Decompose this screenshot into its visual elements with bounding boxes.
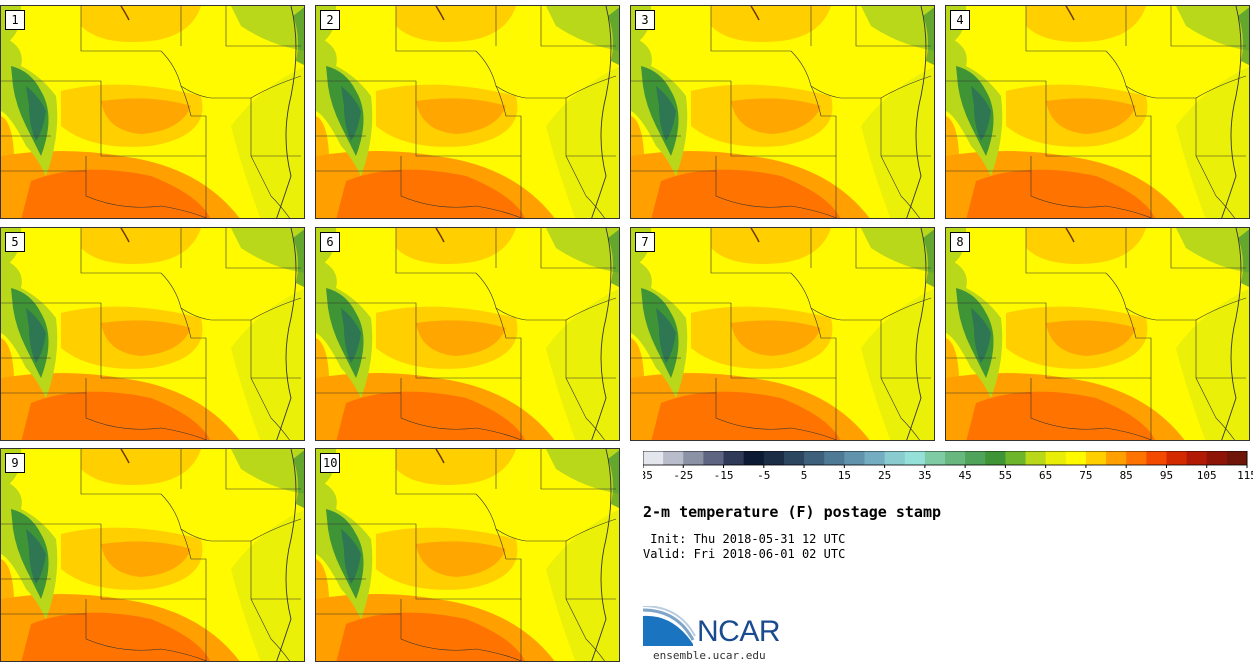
product-title: 2-m temperature (F) postage stamp — [643, 503, 942, 521]
colorbar-swatch — [1146, 451, 1167, 465]
temperature-map — [1, 6, 304, 218]
member-panel-9: 9 — [0, 448, 305, 662]
colorbar-tick-label: -35 — [643, 469, 653, 482]
colorbar-tick-label: 45 — [959, 469, 972, 482]
ensemble-url: ensemble.ucar.edu — [653, 649, 766, 662]
temperature-map — [1, 228, 304, 440]
colorbar-tick-label: 5 — [801, 469, 808, 482]
colorbar-swatch — [804, 451, 825, 465]
colorbar-swatch — [763, 451, 785, 465]
member-panel-4: 4 — [945, 5, 1250, 219]
member-panel-10: 10 — [315, 448, 620, 662]
member-label: 9 — [5, 453, 25, 473]
ncar-wordmark: NCAR — [697, 615, 781, 648]
temperature-map — [1, 449, 304, 661]
member-panel-7: 7 — [630, 227, 935, 441]
member-label: 7 — [635, 232, 655, 252]
member-label: 3 — [635, 10, 655, 30]
colorbar-swatch — [743, 451, 765, 465]
colorbar-tick-label: 85 — [1120, 469, 1133, 482]
member-panel-8: 8 — [945, 227, 1250, 441]
member-label: 4 — [950, 10, 970, 30]
colorbar-swatch — [844, 451, 865, 465]
member-panel-2: 2 — [315, 5, 620, 219]
member-label: 2 — [320, 10, 340, 30]
colorbar-swatch — [643, 451, 664, 465]
temperature-map — [316, 6, 619, 218]
colorbar-swatch — [864, 451, 886, 465]
colorbar-swatch — [1005, 451, 1027, 465]
colorbar-swatch — [1025, 451, 1047, 465]
colorbar-swatch — [824, 451, 845, 465]
valid-time: Valid: Fri 2018-06-01 02 UTC — [643, 547, 846, 561]
colorbar-tick-label: 115 — [1237, 469, 1253, 482]
colorbar-swatch — [1186, 451, 1208, 465]
member-panel-1: 1 — [0, 5, 305, 219]
member-label: 6 — [320, 232, 340, 252]
temperature-map — [946, 6, 1249, 218]
colorbar-swatch — [945, 451, 966, 465]
colorbar-tick-label: 75 — [1079, 469, 1092, 482]
colorbar-swatch — [924, 451, 946, 465]
member-panel-3: 3 — [630, 5, 935, 219]
colorbar-tick-label: 25 — [878, 469, 891, 482]
member-panel-5: 5 — [0, 227, 305, 441]
member-label: 5 — [5, 232, 25, 252]
colorbar-swatch — [683, 451, 704, 465]
colorbar-swatch — [1166, 451, 1188, 465]
colorbar-swatch — [904, 451, 926, 465]
colorbar-swatch — [1045, 451, 1067, 465]
colorbar-frame — [643, 451, 1248, 466]
colorbar-swatch — [1065, 451, 1087, 465]
colorbar-tick-label: 15 — [838, 469, 851, 482]
colorbar-tick-label: 55 — [999, 469, 1012, 482]
temperature-map — [631, 6, 934, 218]
colorbar-tick-label: -5 — [757, 469, 770, 482]
colorbar-swatch — [985, 451, 1006, 465]
colorbar-swatch — [1085, 451, 1107, 465]
colorbar-swatch — [965, 451, 986, 465]
colorbar-tick-label: -15 — [714, 469, 734, 482]
member-panel-6: 6 — [315, 227, 620, 441]
temperature-colorbar: -35 -25 -15 -5 5 15 25 35 45 55 65 75 85 95 105 115 — [643, 451, 1253, 482]
temperature-map — [316, 449, 619, 661]
colorbar-tick-label: 105 — [1197, 469, 1217, 482]
colorbar-tick-label: 35 — [918, 469, 931, 482]
colorbar-tick-label: 95 — [1160, 469, 1173, 482]
colorbar-swatch — [663, 451, 684, 465]
colorbar-swatch — [723, 451, 745, 465]
colorbar-swatch — [1226, 451, 1248, 465]
colorbar-swatch — [1206, 451, 1228, 465]
colorbar-swatch — [783, 451, 805, 465]
temperature-map — [316, 228, 619, 440]
colorbar-swatch — [1106, 451, 1127, 465]
temperature-map — [946, 228, 1249, 440]
colorbar-swatch — [1126, 451, 1147, 465]
colorbar-tick-label: -25 — [673, 469, 693, 482]
member-label: 8 — [950, 232, 970, 252]
ncar-logo-icon — [643, 606, 696, 646]
member-label: 10 — [320, 453, 341, 473]
colorbar-swatch — [884, 451, 906, 465]
member-label: 1 — [5, 10, 25, 30]
colorbar-swatch — [703, 451, 725, 465]
temperature-map — [631, 228, 934, 440]
colorbar-tick-label: 65 — [1039, 469, 1052, 482]
init-time: Init: Thu 2018-05-31 12 UTC — [643, 532, 846, 546]
